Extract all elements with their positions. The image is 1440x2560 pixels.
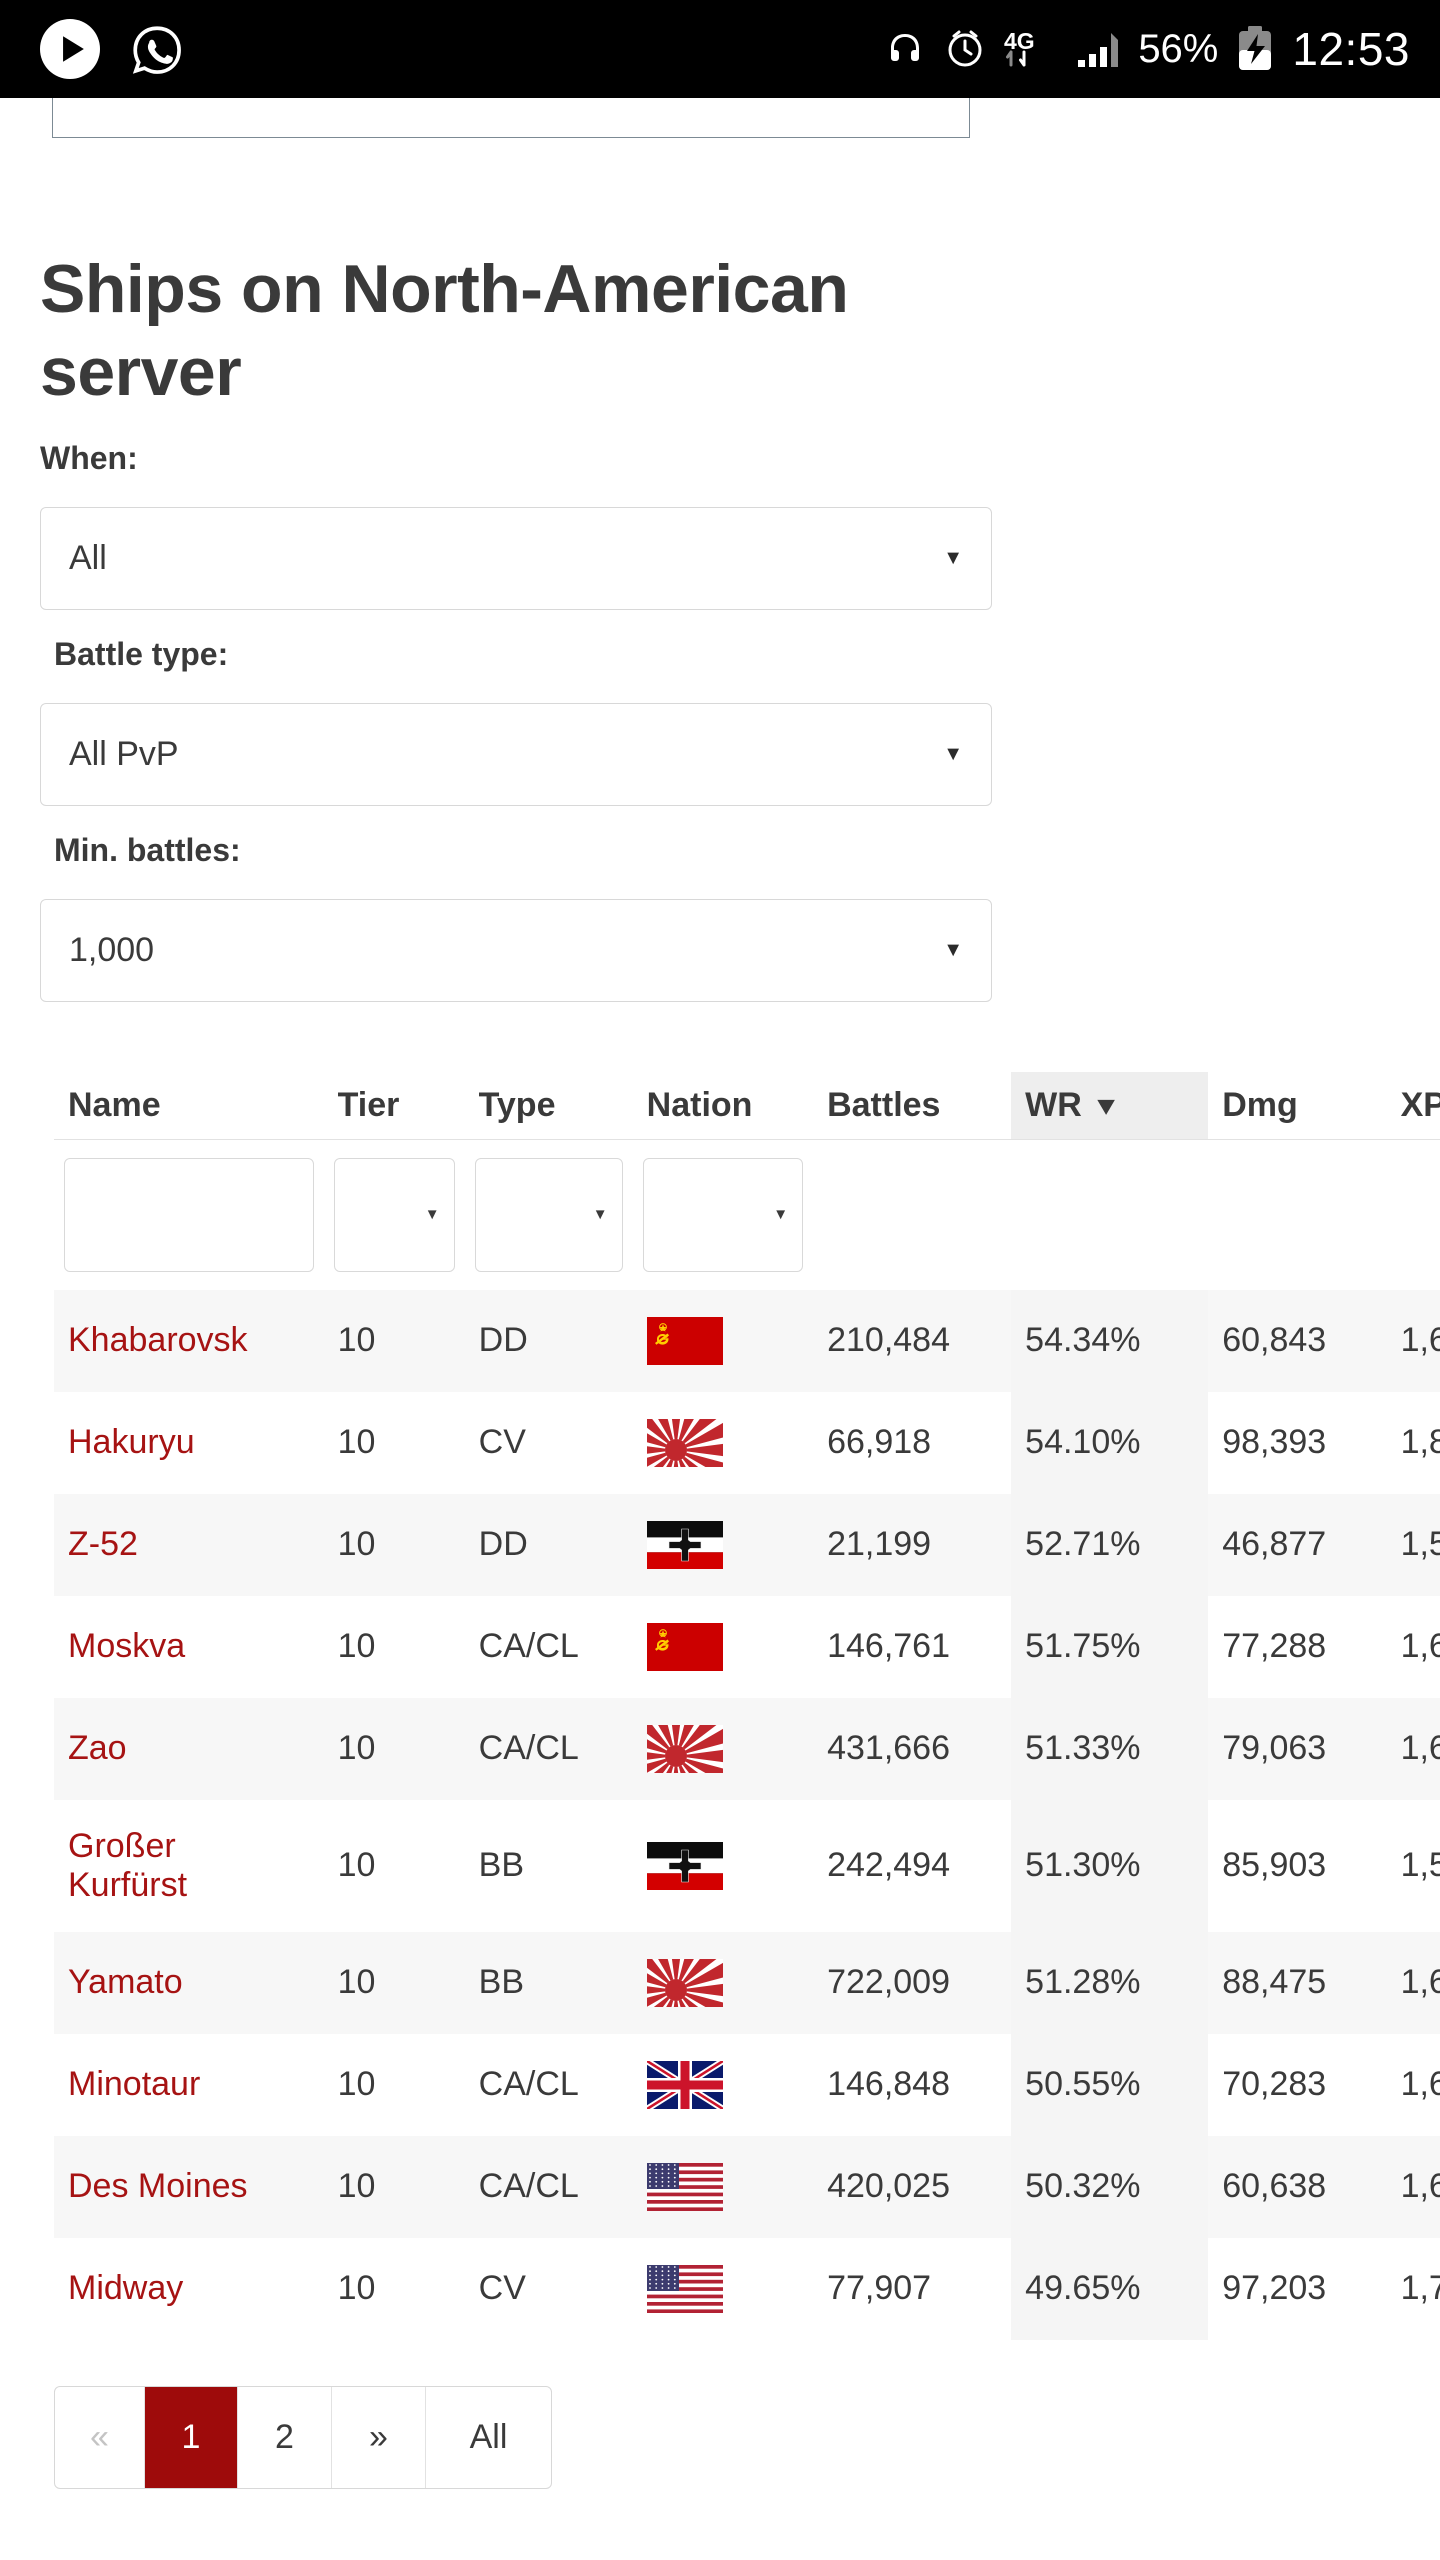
svg-text:4G: 4G bbox=[1004, 28, 1035, 54]
